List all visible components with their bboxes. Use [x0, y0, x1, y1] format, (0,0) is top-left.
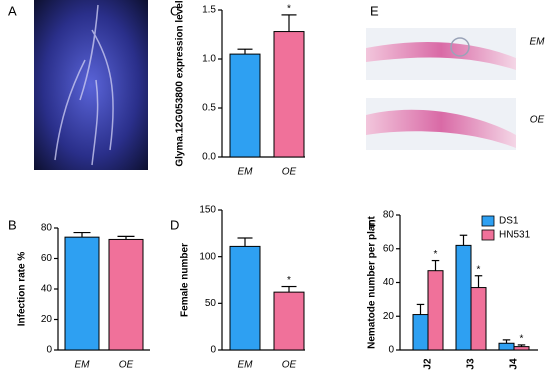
significance: * [477, 264, 481, 275]
panel-label: B [8, 217, 17, 232]
y-tick-label: 40 [41, 284, 53, 295]
x-tick-label: J3 [466, 358, 477, 370]
y-tick-label: 60 [383, 243, 395, 254]
bar [470, 287, 487, 351]
legend-swatch [481, 215, 495, 227]
x-tick-label: EM [238, 167, 254, 178]
y-tick-label: 80 [41, 223, 53, 234]
bar [229, 245, 261, 351]
bar [273, 291, 305, 351]
y-tick-label: 60 [41, 253, 53, 264]
y-tick-label: 0 [388, 345, 394, 356]
bar [412, 314, 429, 351]
x-tick-label: OE [282, 360, 297, 371]
significance: * [287, 4, 291, 15]
y-axis-title: Female number [180, 243, 191, 317]
y-tick-label: 0 [210, 345, 216, 356]
panel-label: D [170, 217, 179, 232]
x-tick-label: EM [238, 360, 254, 371]
panel-label: A [8, 3, 17, 18]
y-tick-label: 0.5 [202, 103, 216, 114]
y-tick-label: 1.5 [202, 5, 216, 16]
y-tick-label: 40 [383, 277, 395, 288]
legend-label: HN531 [499, 230, 531, 241]
panel-label: F [368, 217, 376, 232]
bar [455, 244, 472, 351]
y-axis-title: Glyma.12G053800 expression level [175, 0, 186, 166]
significance: * [287, 275, 291, 286]
image-label: OE [530, 115, 545, 126]
y-tick-label: 20 [383, 311, 395, 322]
y-tick-label: 0.0 [202, 152, 216, 163]
x-tick-label: EM [75, 360, 91, 371]
y-axis-title: Nematode number per plant [367, 215, 378, 348]
photo-e [366, 28, 516, 150]
image-label: EM [530, 37, 546, 48]
bar [229, 53, 261, 158]
bar [273, 31, 305, 158]
panel-label: C [170, 3, 179, 18]
y-tick-label: 20 [41, 314, 53, 325]
y-tick-label: 100 [199, 251, 216, 262]
legend-label: DS1 [499, 216, 519, 227]
photo-a [34, 0, 148, 170]
y-tick-label: 0 [46, 345, 52, 356]
x-tick-label: OE [119, 360, 134, 371]
y-tick-label: 50 [205, 298, 217, 309]
panel-label: E [370, 3, 379, 18]
y-tick-label: 150 [199, 205, 216, 216]
bar [427, 270, 444, 351]
bar [498, 342, 515, 351]
significance: * [520, 334, 524, 345]
bar [513, 346, 530, 351]
legend-swatch [481, 229, 495, 241]
y-axis-title: Infection rate % [17, 252, 28, 327]
x-tick-label: J4 [509, 358, 520, 370]
bar [64, 236, 100, 351]
y-tick-label: 80 [383, 210, 395, 221]
y-tick-label: 1.0 [202, 54, 216, 65]
x-tick-label: OE [282, 167, 297, 178]
significance: * [434, 249, 438, 260]
bar [108, 238, 144, 351]
x-tick-label: J2 [423, 358, 434, 370]
